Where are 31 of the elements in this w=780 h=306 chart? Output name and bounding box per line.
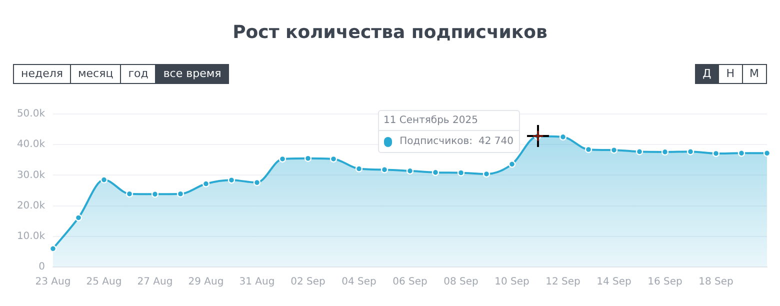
- x-tick-label: 10 Sep: [494, 276, 530, 288]
- y-tick-label: 0: [38, 262, 45, 273]
- text: М: [742, 64, 767, 84]
- annotation: 11 Сентябрь 2025: [378, 111, 518, 131]
- x-tick-label: 14 Sep: [596, 276, 632, 288]
- x-tick-label: 23 Aug: [35, 276, 71, 288]
- x-tick-label: 31 Aug: [239, 276, 275, 288]
- x-tick-label: 25 Aug: [86, 276, 122, 288]
- x-tick-label: 12 Sep: [546, 276, 580, 288]
- text: все время: [155, 64, 230, 84]
- annotation: 42 740: [478, 136, 514, 147]
- legend-label: Подписчиков:: [400, 136, 472, 147]
- y-tick-label: 50.0k: [16, 108, 46, 120]
- text: Н: [718, 64, 742, 84]
- chart-title: Рост количества подписчиков: [232, 22, 548, 43]
- x-tick-label: 18 Sep: [698, 276, 734, 288]
- x-tick-label: 02 Sep: [290, 276, 326, 288]
- text: неделя: [13, 64, 71, 84]
- text: год: [120, 64, 156, 84]
- x-tick-label: 06 Sep: [392, 276, 428, 288]
- y-tick-label: 30.0k: [16, 170, 46, 181]
- x-tick-label: 16 Sep: [648, 276, 682, 288]
- y-tick-label: 40.0k: [16, 139, 46, 150]
- x-tick-label: 08 Sep: [444, 276, 478, 288]
- x-tick-label: 29 Aug: [188, 276, 224, 288]
- x-tick-label: 27 Aug: [137, 276, 173, 288]
- y-tick-label: 10.0k: [16, 230, 46, 242]
- text: месяц: [70, 64, 122, 84]
- x-tick-label: 04 Sep: [342, 276, 376, 288]
- y-tick-label: 20.0k: [16, 200, 46, 212]
- text: Д: [694, 64, 720, 84]
